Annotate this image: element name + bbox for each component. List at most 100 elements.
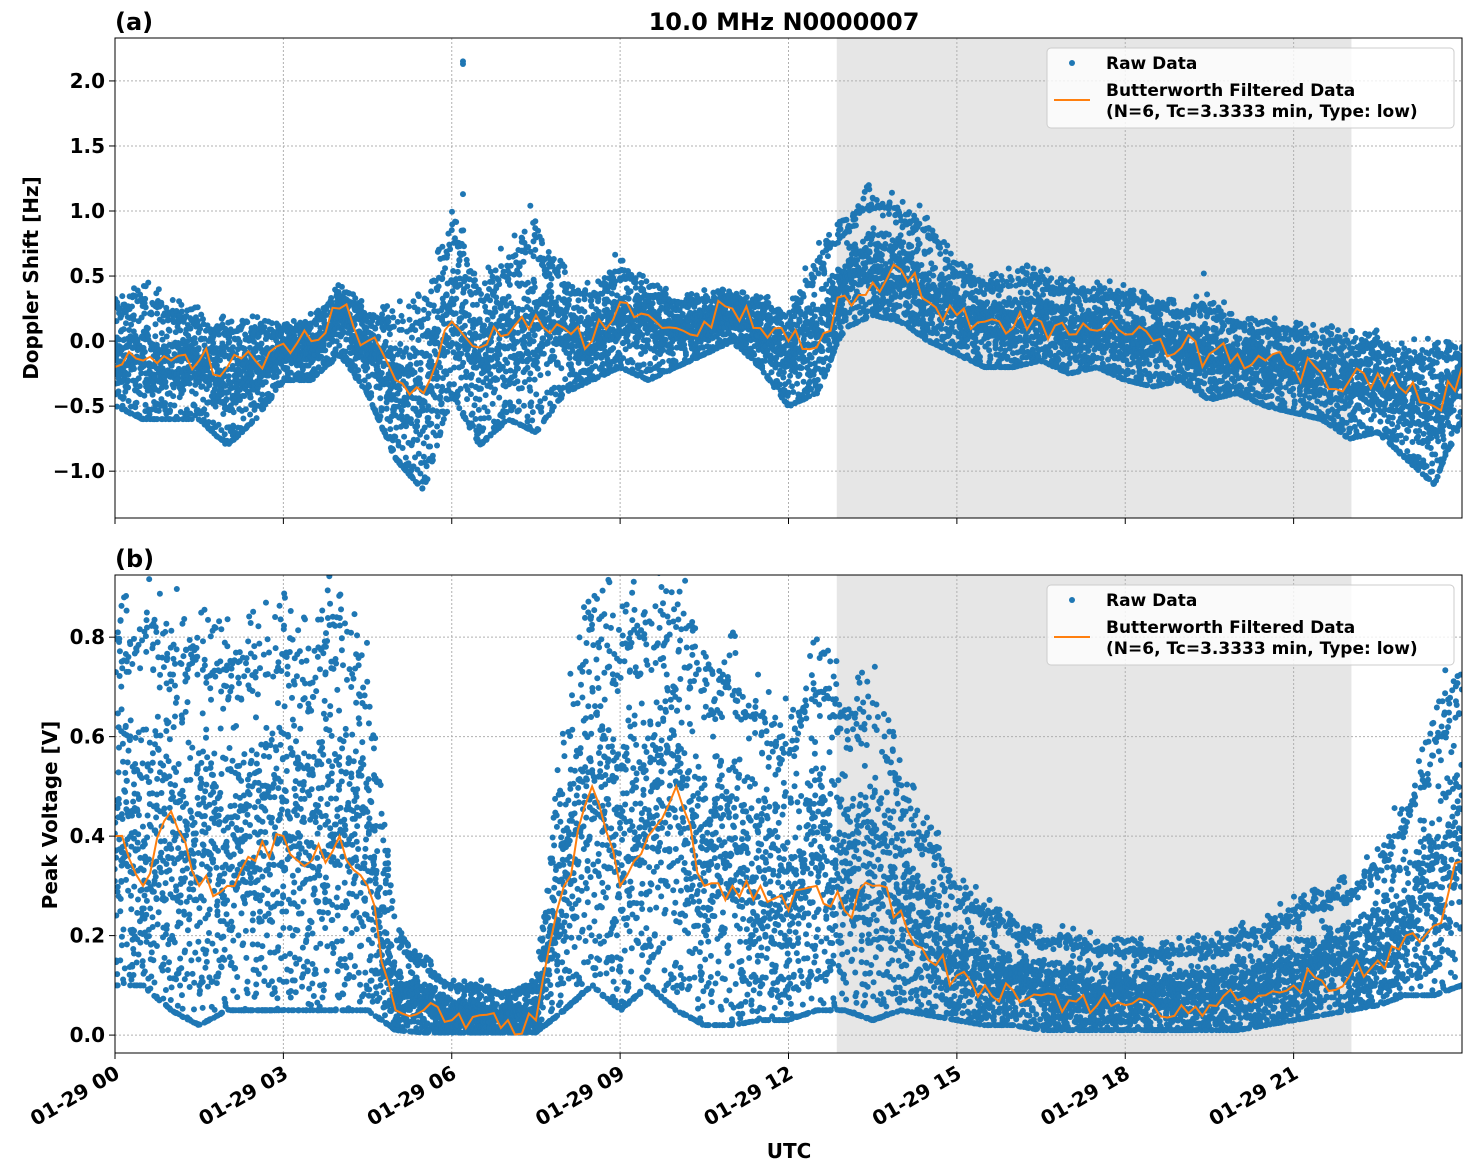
raw-data-point [534, 426, 541, 433]
raw-data-point [457, 385, 464, 392]
raw-data-point [154, 310, 161, 317]
raw-data-point [619, 257, 626, 264]
raw-data-point [450, 381, 457, 388]
raw-data-point [555, 272, 562, 279]
raw-data-point [169, 297, 176, 304]
raw-data-point [757, 294, 764, 301]
raw-data-point [481, 280, 488, 287]
raw-data-point [192, 339, 199, 346]
raw-data-point [531, 279, 538, 286]
raw-data-point [555, 312, 562, 319]
raw-data-point [130, 365, 137, 372]
raw-data-point [162, 400, 169, 407]
raw-data-point [125, 384, 132, 391]
raw-data-point [487, 297, 494, 304]
raw-data-point [401, 433, 408, 440]
raw-data-point [445, 335, 452, 342]
raw-data-point [177, 327, 184, 334]
raw-data-point [406, 316, 413, 323]
raw-data-point [629, 359, 636, 366]
raw-data-point [453, 295, 460, 302]
raw-data-point [411, 369, 418, 376]
raw-data-point [158, 302, 165, 309]
raw-data-point [468, 371, 475, 378]
raw-data-point [428, 420, 435, 427]
raw-data-point [796, 371, 803, 378]
raw-data-point [531, 284, 538, 291]
raw-data-point [559, 391, 566, 398]
raw-data-point [397, 341, 404, 348]
raw-data-point [268, 392, 275, 399]
raw-data-point [120, 326, 127, 333]
raw-data-point [532, 246, 539, 253]
raw-data-point [338, 283, 345, 290]
raw-data-point [138, 370, 145, 377]
raw-data-point [588, 297, 595, 304]
raw-data-point [130, 316, 137, 323]
raw-data-point [434, 413, 441, 420]
raw-data-point [533, 391, 540, 398]
raw-data-point [435, 283, 442, 290]
raw-data-point [399, 318, 406, 325]
raw-data-point [149, 391, 156, 398]
raw-data-point [192, 390, 199, 397]
raw-data-point [435, 327, 442, 334]
raw-data-point [780, 369, 787, 376]
raw-data-point [119, 293, 126, 300]
raw-data-point [382, 342, 389, 349]
raw-data-point [244, 319, 251, 326]
raw-data-point [682, 349, 689, 356]
raw-data-point [240, 415, 247, 422]
raw-data-point [417, 359, 424, 366]
raw-data-point [402, 454, 409, 461]
raw-data-point [415, 450, 422, 457]
raw-data-point [473, 301, 480, 308]
panel-a-label: (a) [115, 8, 153, 36]
raw-data-point [538, 408, 545, 415]
raw-data-point [366, 383, 373, 390]
raw-data-point [549, 347, 556, 354]
raw-data-point [526, 384, 533, 391]
raw-data-point [253, 415, 260, 422]
raw-data-point [541, 395, 548, 402]
x-axis-label: UTC [767, 1139, 812, 1163]
raw-data-point [437, 364, 444, 371]
raw-data-point [534, 365, 541, 372]
raw-data-point [426, 353, 433, 360]
raw-data-point [544, 340, 551, 347]
raw-data-point [471, 270, 478, 277]
raw-data-point [175, 416, 182, 423]
raw-data-point [171, 402, 178, 409]
raw-data-point [254, 314, 261, 321]
raw-data-point [404, 401, 411, 408]
raw-data-point [471, 277, 478, 284]
raw-data-point [318, 353, 325, 360]
raw-data-point [444, 408, 451, 415]
raw-data-point [262, 379, 269, 386]
raw-data-point [639, 273, 646, 280]
raw-data-point [155, 286, 162, 293]
raw-data-point [160, 318, 167, 325]
raw-data-point [640, 361, 647, 368]
raw-data-point [226, 339, 233, 346]
chart-title: 10.0 MHz N0000007 [649, 8, 920, 36]
raw-data-point [647, 360, 654, 367]
raw-data-point [485, 414, 492, 421]
raw-data-point [135, 375, 142, 382]
raw-data-point [627, 288, 634, 295]
raw-data-point [662, 285, 669, 292]
raw-data-point [438, 400, 445, 407]
raw-data-point [442, 265, 449, 272]
raw-data-point [458, 350, 465, 357]
raw-data-point [527, 370, 534, 377]
raw-data-point [518, 385, 525, 392]
raw-data-point [522, 249, 529, 256]
raw-data-point [688, 290, 695, 297]
raw-data-point [668, 345, 675, 352]
raw-data-point [444, 348, 451, 355]
raw-data-point [437, 393, 444, 400]
raw-data-point [494, 376, 501, 383]
raw-data-point [356, 377, 363, 384]
raw-data-point [424, 476, 431, 483]
